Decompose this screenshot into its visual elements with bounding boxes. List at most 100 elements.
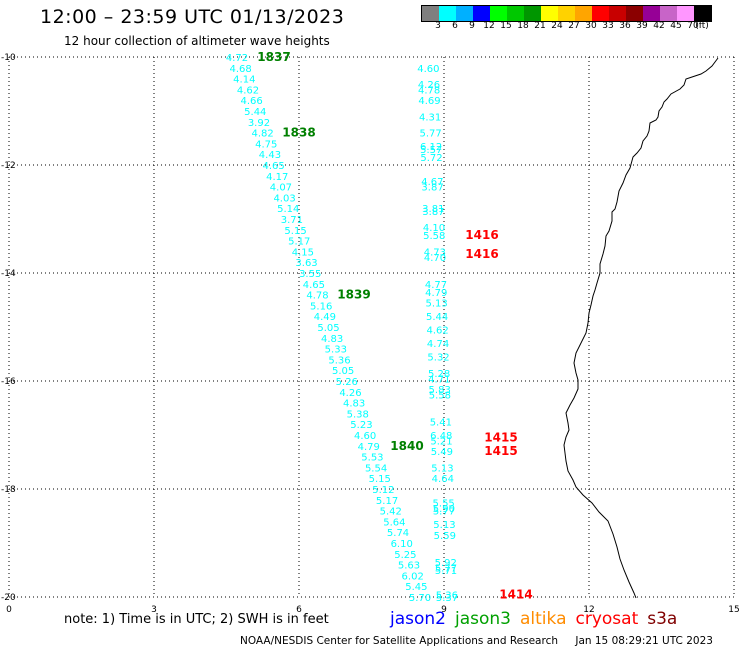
colorbar-swatch xyxy=(507,6,524,21)
colorbar-label: 33 xyxy=(602,21,614,31)
satellite-legend: jason2 jason3 altika cryosat s3a xyxy=(390,609,686,629)
wave-height-value: 4.72 xyxy=(226,53,248,64)
wave-height-value: 5.15 xyxy=(284,226,306,237)
wave-height-value: 5.77 xyxy=(435,563,457,574)
pass-time-label: 1837 xyxy=(257,50,290,64)
wave-height-value: 5.14 xyxy=(277,204,299,215)
wave-height-value: 4.64 xyxy=(432,474,454,485)
wave-height-value: 5.64 xyxy=(383,517,405,528)
wave-height-value: 4.69 xyxy=(418,96,440,107)
colorbar-label: 30 xyxy=(585,21,597,31)
wave-height-value: 3.92 xyxy=(248,118,270,129)
wave-height-value: 5.44 xyxy=(244,107,266,118)
colorbar-swatch xyxy=(422,6,439,21)
colorbar-swatch xyxy=(694,6,711,21)
wave-height-value: 4.74 xyxy=(427,339,449,350)
pass-time-label: 1839 xyxy=(337,288,370,302)
wave-height-value: 5.12 xyxy=(372,485,394,496)
wave-height-value: 4.07 xyxy=(270,183,292,194)
wave-height-value: 4.78 xyxy=(418,85,440,96)
wave-height-value: 5.21 xyxy=(430,436,452,447)
colorbar-swatch xyxy=(660,6,677,21)
wave-height-value: 5.44 xyxy=(426,312,448,323)
y-tick-label: -12 xyxy=(1,161,16,171)
wave-height-value: 4.67 xyxy=(421,177,443,188)
colorbar-swatch xyxy=(541,6,558,21)
wave-height-value: 5.77 xyxy=(433,507,455,518)
wave-height-value: 4.60 xyxy=(354,431,376,442)
colorbar-label: 42 xyxy=(653,21,665,31)
wave-height-value: 3.87 xyxy=(421,183,443,194)
page-subtitle: 12 hour collection of altimeter wave hei… xyxy=(64,34,330,48)
wave-height-value: 5.59 xyxy=(434,531,456,542)
wave-height-value: 6.12 xyxy=(420,142,442,153)
wave-height-value: 4.66 xyxy=(241,96,263,107)
wave-height-value: 4.26 xyxy=(418,80,440,91)
wave-height-value: 5.72 xyxy=(420,153,442,164)
wave-height-value: 5.38 xyxy=(347,409,369,420)
x-tick-label: 12 xyxy=(583,605,594,615)
colorbar-label: 15 xyxy=(500,21,512,31)
wave-height-value: 5.57 xyxy=(420,145,442,156)
wave-height-value: 5.42 xyxy=(380,507,402,518)
wave-height-value: 4.65 xyxy=(303,280,325,291)
wave-height-value: 4.60 xyxy=(417,64,439,75)
legend-jason3: jason3 xyxy=(455,609,511,629)
pass-time-label: 1838 xyxy=(282,126,315,140)
colorbar-swatch xyxy=(439,6,456,21)
colorbar-label: 24 xyxy=(551,21,563,31)
y-axis-ticks: -10 -12 -14 -16 -18 -20 xyxy=(1,53,16,603)
colorbar-swatch xyxy=(643,6,660,21)
colorbar-label: 39 xyxy=(636,21,648,31)
colorbar-label: 3 xyxy=(435,21,441,31)
wave-height-value: 4.17 xyxy=(266,172,288,183)
wave-height-value: 5.13 xyxy=(431,463,453,474)
colorbar-label: 27 xyxy=(568,21,580,31)
wave-height-value: 5.54 xyxy=(365,463,387,474)
colorbar-swatch xyxy=(456,6,473,21)
wave-height-value: 5.77 xyxy=(420,129,442,140)
colorbar-label: 9 xyxy=(469,21,475,31)
wave-height-value: 5.45 xyxy=(405,582,427,593)
footer: NOAA/NESDIS Center for Satellite Applica… xyxy=(240,635,727,647)
x-tick-label: 9 xyxy=(441,605,447,615)
colorbar-swatch xyxy=(626,6,643,21)
wave-height-value: 4.15 xyxy=(292,247,314,258)
wave-height-value: 3.87 xyxy=(422,207,444,218)
wave-height-value: 5.13 xyxy=(426,299,448,310)
colorbar-swatch xyxy=(677,6,694,21)
pass-time-label: 1415 xyxy=(484,444,517,458)
wave-height-value: 4.31 xyxy=(419,112,441,123)
footer-credit: NOAA/NESDIS Center for Satellite Applica… xyxy=(240,635,558,647)
wave-height-value: 6.48 xyxy=(430,431,452,442)
wave-height-value: 4.75 xyxy=(255,139,277,150)
colorbar-label: 36 xyxy=(619,21,631,31)
wave-height-value: 6.10 xyxy=(391,539,413,550)
y-tick-label: -14 xyxy=(1,269,16,279)
wave-height-value: 5.15 xyxy=(369,474,391,485)
wave-height-value: 5.37 xyxy=(436,593,458,604)
wave-height-value: 4.03 xyxy=(273,193,295,204)
wave-height-value: 5.92 xyxy=(435,558,457,569)
colorbar-label: 70 xyxy=(687,21,699,31)
map-grid xyxy=(8,56,735,598)
altimeter-passes: 4.724.684.144.624.665.443.924.824.754.43… xyxy=(226,53,458,604)
wave-height-value: 5.58 xyxy=(429,391,451,402)
wave-height-value: 5.53 xyxy=(361,453,383,464)
legend-s3a: s3a xyxy=(647,609,678,629)
wave-height-value: 4.14 xyxy=(233,75,255,86)
wave-height-value: 4.43 xyxy=(259,150,281,161)
wave-height-value: 6.02 xyxy=(402,571,424,582)
page-title: 12:00 – 23:59 UTC 01/13/2023 xyxy=(40,6,345,28)
wave-height-value: 5.33 xyxy=(325,345,347,356)
wave-height-value: 3.71 xyxy=(281,215,303,226)
pass-time-label: 1416 xyxy=(465,228,498,242)
colorbar-swatch xyxy=(473,6,490,21)
colorbar-label: (ft) xyxy=(695,21,709,31)
wave-height-value: 4.62 xyxy=(426,326,448,337)
wave-height-value: 5.36 xyxy=(328,355,350,366)
wave-height-value: 3.81 xyxy=(422,204,444,215)
wave-height-value: 5.36 xyxy=(436,590,458,601)
pass-jason3: 4.724.684.144.624.665.443.924.824.754.43… xyxy=(226,53,431,604)
